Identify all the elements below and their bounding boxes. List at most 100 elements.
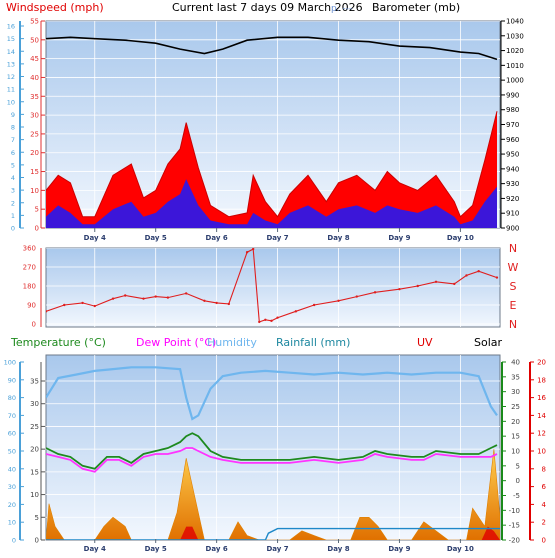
humidity-axis-label: 70	[8, 412, 16, 420]
uv-axis-label: 18	[537, 376, 546, 384]
beaufort-axis-label: 1	[11, 212, 15, 220]
humidity-axis-label: 0	[12, 537, 16, 545]
temperature-axis-label: 15	[511, 433, 520, 441]
humidity-series	[46, 366, 498, 421]
barometer-axis-label: 950	[506, 151, 519, 159]
humidity-axis-label: 90	[8, 376, 16, 384]
wind-direction-point	[465, 274, 468, 277]
temperature-series	[46, 432, 498, 470]
beaufort-axis-label: 9	[11, 111, 15, 119]
wind-plot	[46, 21, 500, 228]
wind-direction-point	[142, 297, 145, 300]
beaufort-axis-label: 7	[11, 136, 15, 144]
day-label: Day 10	[447, 234, 474, 242]
temperature-axis-label: -5	[513, 492, 520, 500]
day-label: Day 6	[206, 545, 228, 553]
direction-axis-label: 270	[23, 264, 36, 272]
barometer-axis-label: 900	[506, 225, 519, 233]
wind-direction-point	[398, 287, 401, 291]
day-label: Day 10	[447, 545, 474, 553]
wind-direction-point	[93, 304, 96, 308]
wind-direction-point	[227, 302, 231, 306]
compass-label: N	[509, 318, 517, 331]
temperature-inner-axis-label: 30	[30, 400, 39, 408]
humidity-axis-label: 100	[4, 359, 16, 367]
direction-plot	[46, 248, 500, 327]
wind-direction-point	[294, 310, 298, 313]
direction-axis-label: 90	[27, 302, 36, 310]
day-label: Day 4	[84, 234, 106, 242]
chart-title: Current last 7 days 09 March 2026	[172, 1, 363, 14]
humidity-axis-label: 40	[8, 465, 16, 473]
beaufort-axis-label: 15	[7, 35, 15, 43]
legend-temperature: Temperature (°C)	[10, 336, 106, 349]
legend-uv: UV	[417, 336, 433, 349]
day-label: Day 9	[388, 545, 410, 553]
barometer-axis-label: 1000	[506, 77, 524, 85]
temperature-axis-label: -10	[509, 507, 520, 515]
wind-axis-label: 50	[30, 36, 39, 44]
temperature-inner-axis-label: 20	[30, 446, 39, 454]
wind-direction-point	[453, 282, 456, 286]
temperature-inner-axis-label: 35	[30, 378, 39, 386]
humidity-axis-label: 20	[8, 501, 16, 509]
temperature-inner-axis-label: 15	[30, 468, 39, 476]
humidity-axis-label: 50	[8, 448, 16, 456]
barometer-axis-label: 970	[506, 121, 519, 129]
wind-direction-point	[434, 280, 438, 283]
direction-axis-label: 180	[23, 283, 36, 291]
humidity-axis-label: 80	[8, 394, 16, 402]
temperature-inner-axis-label: 5	[35, 514, 39, 522]
wind-axis-label: 20	[30, 149, 39, 157]
day-label: Day 8	[327, 234, 349, 242]
temperature-inner-axis-label: 10	[30, 491, 39, 499]
wind-direction-point	[276, 316, 279, 319]
humidity-axis-label: 60	[8, 430, 16, 438]
compass-label: N	[509, 242, 517, 255]
temperature-axis-label: 5	[516, 462, 520, 470]
barometer-axis-label: 1010	[506, 62, 524, 70]
barometer-axis-label: 940	[506, 165, 519, 173]
wind-direction-point	[46, 310, 48, 313]
legend-dew-point: Dew Point (°C)	[136, 336, 216, 349]
humidity-axis-label: 10	[8, 519, 16, 527]
wind-direction-point	[270, 319, 273, 323]
legend-humidity: Humidity	[207, 336, 257, 349]
barometer-axis-label: 960	[506, 136, 519, 144]
beaufort-axis-label: 0	[11, 225, 15, 233]
day-label: Day 9	[388, 234, 410, 242]
day-label: Day 8	[327, 545, 349, 553]
temperature-axis-label: 0	[516, 477, 520, 485]
wind-direction-point	[477, 270, 480, 273]
day-label: Day 5	[145, 234, 167, 242]
barometer-axis-label: 920	[506, 195, 519, 203]
wind-direction-point	[312, 303, 316, 307]
wind-direction-point	[373, 291, 377, 294]
beaufort-axis-label: 16	[7, 23, 15, 31]
wind-direction-point	[124, 294, 127, 297]
wind-direction-point	[416, 284, 419, 288]
uv-axis-label: 2	[542, 519, 546, 527]
temperature-axis-label: 30	[511, 388, 520, 396]
barometer-series	[46, 36, 498, 61]
uv-axis-label: 0	[542, 537, 546, 545]
uv-axis-label: 8	[542, 465, 546, 473]
beaufort-axis-label: 13	[7, 60, 15, 68]
wind-axis-label: 45	[30, 55, 39, 63]
direction-axis-label: 360	[23, 245, 36, 253]
solar-series	[46, 449, 500, 540]
barometer-axis-label: 1040	[506, 18, 524, 26]
wind-direction-point	[264, 318, 267, 321]
compass-label: S	[510, 280, 517, 293]
wind-axis-label: 10	[30, 187, 39, 195]
wind-direction-point	[166, 296, 170, 299]
beaufort-axis-label: 11	[7, 86, 15, 94]
day-label: Day 7	[266, 234, 288, 242]
barometer-axis-label: 930	[506, 180, 519, 188]
temperature-axis-label: 20	[511, 418, 520, 426]
beaufort-axis-label: 4	[11, 174, 15, 182]
uv-axis-label: 6	[542, 483, 547, 491]
day-label: Day 5	[145, 545, 167, 553]
